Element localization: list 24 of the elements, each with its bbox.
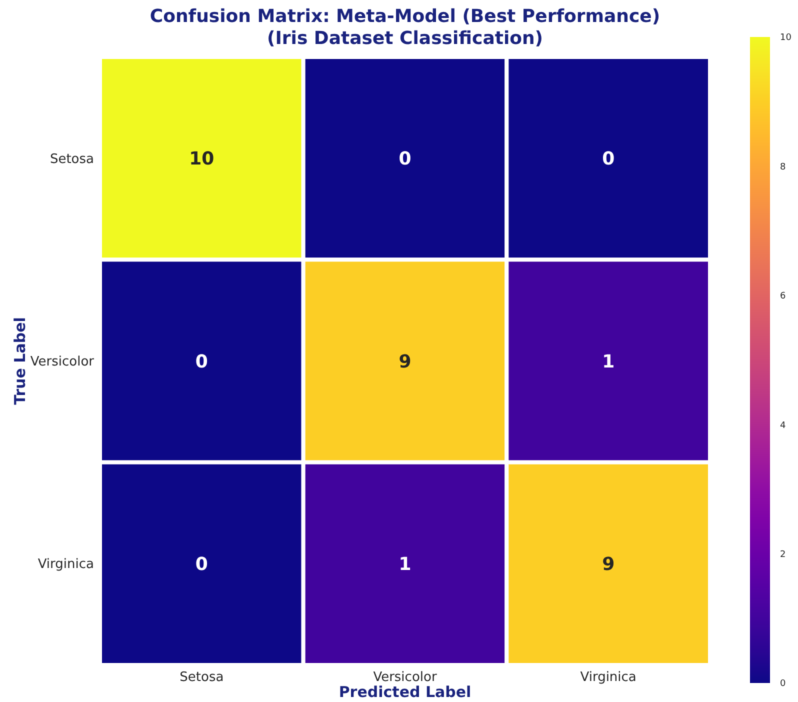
data-label: 0	[195, 351, 208, 372]
y-tick-label: Versicolor	[30, 354, 95, 370]
data-label: 9	[602, 554, 615, 575]
chart-title: Confusion Matrix: Meta-Model (Best Performance) (Iris Dataset Classification)	[150, 6, 660, 49]
x-tick-label: Versicolor	[373, 670, 438, 685]
data-label: 9	[398, 351, 412, 372]
color-bar-label: 2	[780, 550, 786, 560]
y-tick-label: Setosa	[50, 152, 94, 167]
x-tick-label: Setosa	[180, 670, 224, 685]
data-label: 1	[398, 554, 412, 575]
y-tick-label: Virginica	[38, 557, 94, 572]
data-label: 10	[189, 148, 214, 170]
data-label: 1	[602, 351, 615, 372]
x-tick-label: Virginica	[580, 670, 636, 685]
data-label: 0	[398, 148, 412, 170]
color-bar-label: 8	[780, 162, 786, 172]
color-bar-label: 6	[780, 292, 786, 302]
y-axis-title: True Label	[11, 317, 29, 405]
color-bar-label: 0	[780, 679, 786, 690]
data-label: 0	[602, 148, 615, 170]
x-axis-title: Predicted Label	[338, 683, 472, 701]
data-label: 0	[195, 554, 208, 575]
color-bar-label: 4	[780, 420, 786, 431]
color-bar-label: 10	[780, 33, 792, 44]
